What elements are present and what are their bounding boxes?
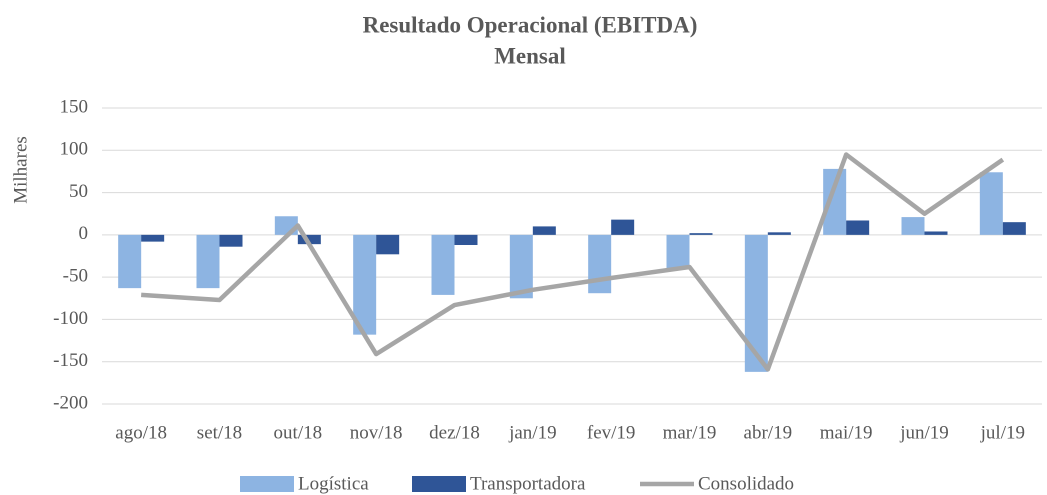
bar: [141, 234, 165, 242]
bar: [924, 231, 948, 235]
y-tick-label: -150: [53, 350, 88, 371]
bar: [274, 216, 298, 235]
chart-subtitle: Mensal: [494, 43, 566, 68]
x-tick-label: mai/19: [820, 422, 873, 443]
x-tick-label: out/18: [274, 422, 323, 443]
bar: [509, 234, 533, 299]
legend-label: Logística: [298, 473, 369, 494]
y-tick-label: 50: [69, 181, 88, 202]
x-tick-label: abr/19: [744, 422, 793, 443]
bar: [118, 234, 142, 289]
bar: [196, 234, 220, 289]
bar: [823, 168, 847, 235]
y-tick-label: -100: [53, 308, 88, 329]
bar: [532, 226, 556, 235]
bar: [901, 217, 925, 235]
x-tick-label: ago/18: [115, 422, 167, 443]
legend-swatch: [412, 476, 466, 492]
y-tick-label: 100: [60, 139, 89, 160]
legend-label: Transportadora: [470, 473, 586, 494]
x-tick-label: jan/19: [508, 422, 557, 443]
bar: [353, 234, 377, 335]
bar: [611, 219, 635, 235]
bar: [689, 233, 713, 235]
bar: [297, 234, 321, 245]
legend-swatch: [240, 476, 294, 492]
bar: [431, 234, 455, 295]
y-tick-label: -50: [63, 266, 88, 287]
bar: [1002, 222, 1026, 235]
x-tick-label: jun/19: [899, 422, 949, 443]
x-tick-label: jul/19: [980, 422, 1025, 443]
bar: [979, 172, 1003, 235]
line: [141, 152, 1005, 372]
chart-title: Resultado Operacional (EBITDA): [363, 12, 698, 37]
x-tick-label: mar/19: [663, 422, 717, 443]
bar: [588, 234, 612, 294]
bar: [846, 220, 870, 235]
bar: [219, 234, 243, 247]
x-tick-label: set/18: [197, 422, 242, 443]
y-tick-label: 0: [79, 223, 89, 244]
x-tick-label: fev/19: [587, 422, 636, 443]
x-tick-label: dez/18: [429, 422, 480, 443]
bar: [666, 234, 690, 269]
y-tick-label: 150: [60, 96, 89, 117]
bar: [376, 234, 400, 255]
legend-label: Consolidado: [698, 473, 794, 494]
bar: [744, 234, 768, 372]
bar: [454, 234, 478, 246]
bar: [767, 232, 791, 235]
x-tick-label: nov/18: [350, 422, 403, 443]
y-tick-label: -200: [53, 392, 88, 413]
y-axis-label: Milhares: [10, 136, 31, 204]
